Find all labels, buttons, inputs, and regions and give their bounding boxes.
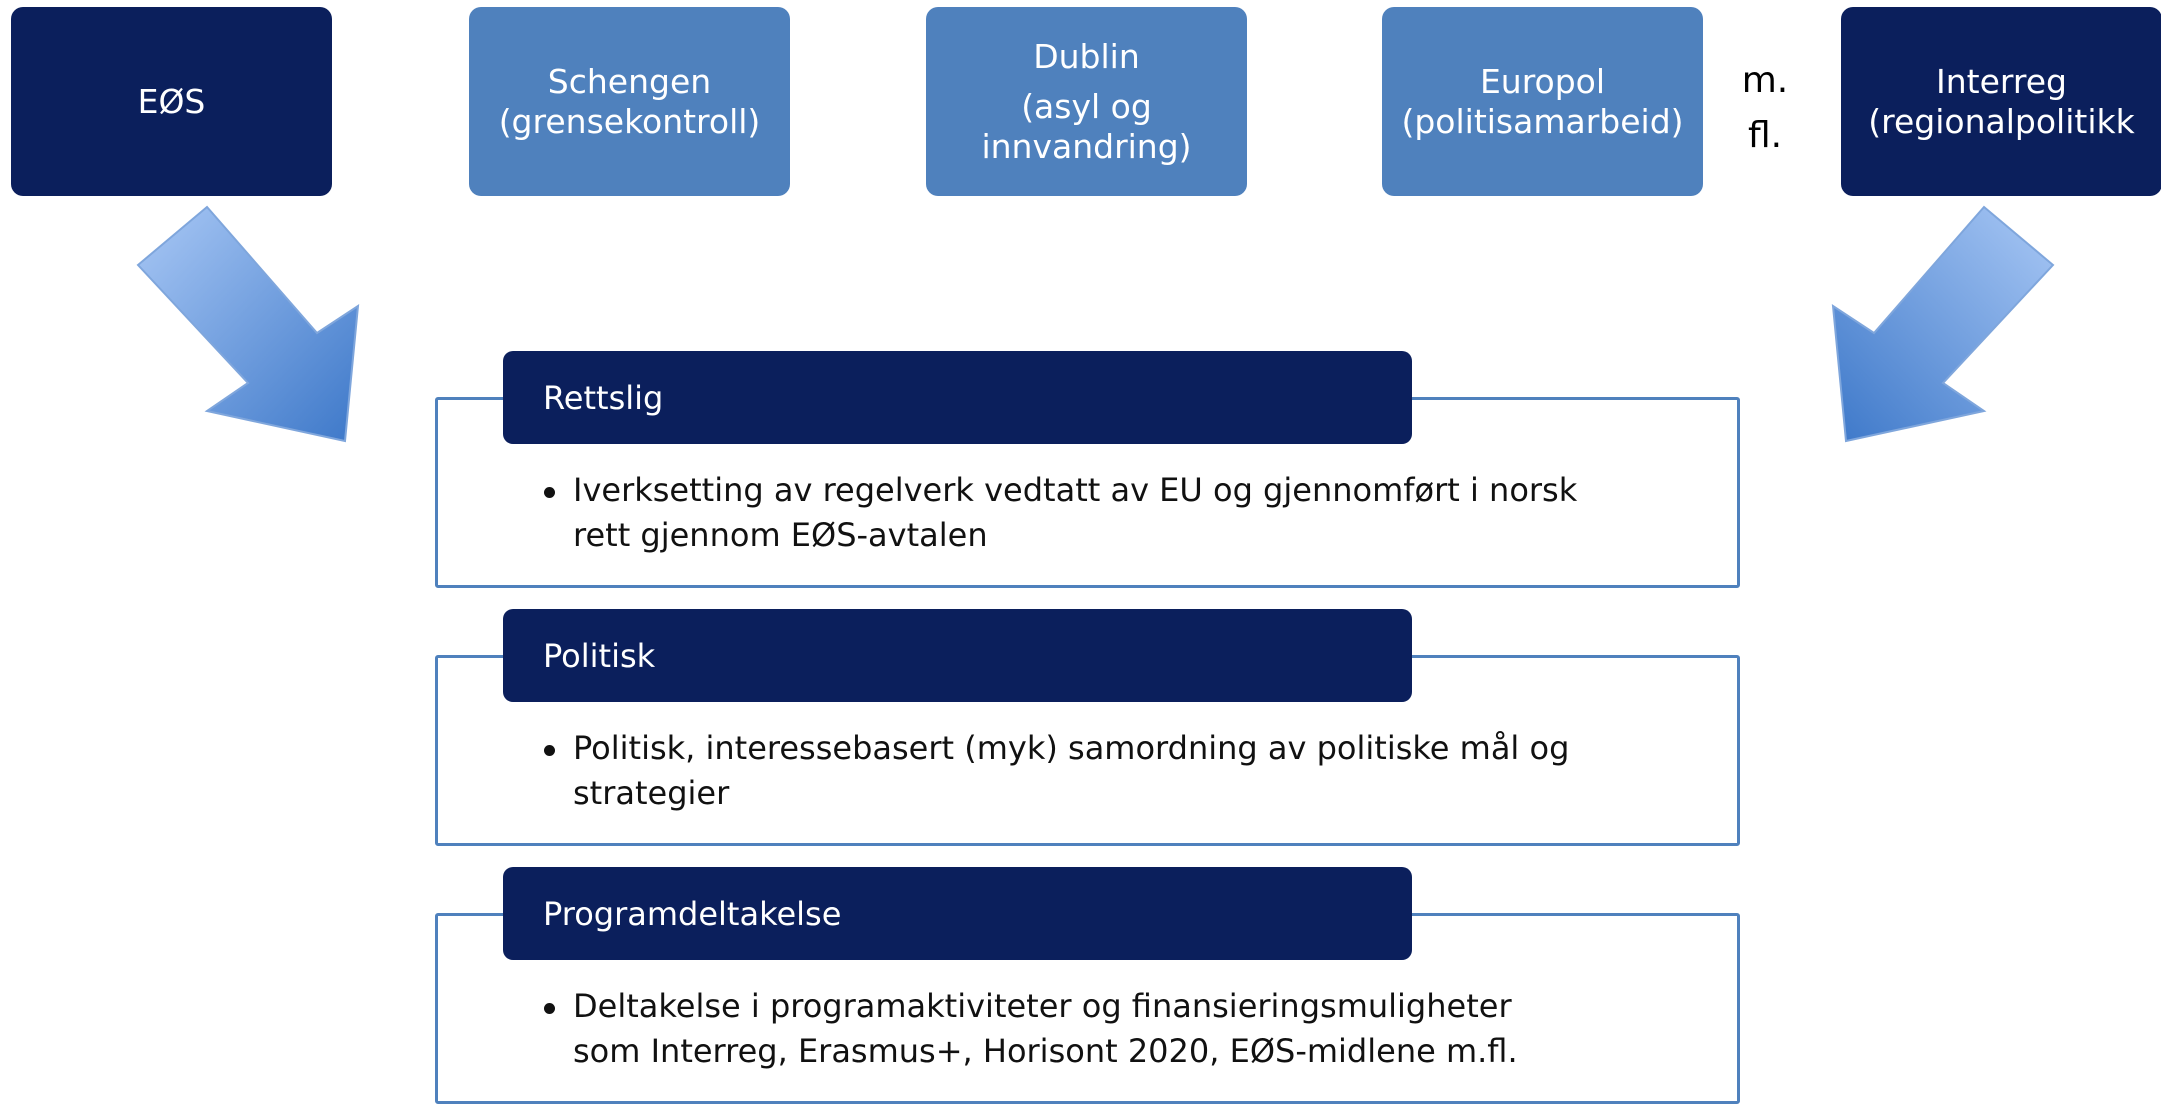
box-text: innvandring) xyxy=(981,126,1192,166)
arrow-right xyxy=(1831,205,2055,443)
bullet-dot xyxy=(544,487,555,498)
top-box: Dublin (asyl og innvandring) xyxy=(926,7,1247,196)
bullet-text: strategier xyxy=(573,774,730,812)
bullet-text: Iverksetting av regelverk vedtatt av EU … xyxy=(573,471,1578,509)
box-text: Dublin xyxy=(1033,36,1140,76)
box-text: (regionalpolitikk xyxy=(1868,101,2135,141)
top-box: EØS xyxy=(11,7,332,196)
bullet-text: rett gjennom EØS-avtalen xyxy=(573,516,988,554)
section-title: Rettslig xyxy=(503,351,1412,444)
bullet-dot xyxy=(544,745,555,756)
section-title: Programdeltakelse xyxy=(503,867,1412,960)
bullet-text: Politisk, interessebasert (myk) samordni… xyxy=(573,729,1570,767)
box-text: Interreg xyxy=(1936,61,2067,101)
top-box: Interreg (regionalpolitikk xyxy=(1841,7,2161,196)
box-text: (asyl og xyxy=(1021,86,1152,126)
more-text: m. xyxy=(1741,60,1789,101)
box-text: EØS xyxy=(137,81,206,121)
top-box: Europol (politisamarbeid) xyxy=(1382,7,1703,196)
top-box: Schengen (grensekontroll) xyxy=(469,7,790,196)
box-text: Schengen xyxy=(547,61,712,101)
more-text: fl. xyxy=(1747,115,1783,156)
box-text: (politisamarbeid) xyxy=(1401,101,1684,141)
box-text: (grensekontroll) xyxy=(498,101,761,141)
bullet-text: som Interreg, Erasmus+, Horisont 2020, E… xyxy=(573,1032,1518,1070)
bullet-text: Deltakelse i programaktiviteter og finan… xyxy=(573,987,1512,1025)
bullet-dot xyxy=(544,1003,555,1014)
box-text: Europol xyxy=(1479,61,1606,101)
arrow-left xyxy=(136,205,360,443)
section-title: Politisk xyxy=(503,609,1412,702)
